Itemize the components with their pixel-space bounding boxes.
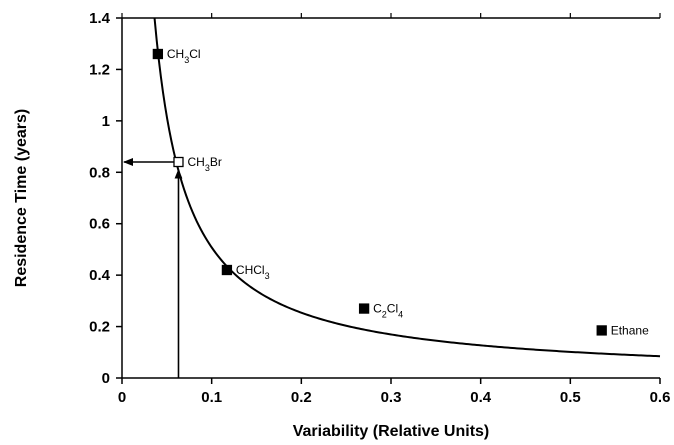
x-tick-label: 0.5 [560,389,581,406]
y-axis-title: Residence Time (years) [13,109,30,287]
x-tick-label: 0.3 [381,389,402,406]
data-point-marker [596,325,607,336]
x-axis-title: Variability (Relative Units) [293,423,490,440]
data-point-label: Ethane [611,323,649,337]
x-tick-label: 0.6 [650,389,671,406]
data-point-marker [221,264,233,276]
y-tick-label: 1.2 [89,61,110,78]
x-tick-label: 0 [118,389,126,406]
data-points: CH3Cl CH3Br CHCl3 C2Cl4 Ethane [152,47,649,337]
y-tick-label: 0 [102,370,110,387]
fit-curve-layer [153,18,661,358]
annotation-arrows [123,158,183,378]
y-tick-label: 0.4 [89,267,111,284]
y-tick-label: 1 [102,113,110,130]
y-tick-label: 1.4 [89,10,111,27]
axis-ticks: 0 0.1 0.2 0.3 0.4 0.5 0.6 0 0.2 0.4 0.6 0.8 1 1.2 1.4 [89,10,670,406]
data-point-label: CHCl3 [236,263,270,281]
plot-frame [121,17,660,379]
y-tick-label: 0.2 [89,319,110,336]
x-tick-label: 0.4 [470,389,492,406]
y-tick-label: 0.6 [89,216,110,233]
data-point-label: CH3Cl [167,47,201,65]
data-point-marker [358,303,370,314]
x-tick-label: 0.1 [201,389,222,406]
x-tick-label: 0.2 [291,389,312,406]
y-tick-label: 0.8 [89,164,110,181]
data-point-marker [173,156,184,168]
data-point-label: CH3Br [187,155,221,173]
fit-curve [153,18,661,358]
data-point-label: C2Cl4 [373,302,403,320]
data-point-marker [152,48,164,60]
